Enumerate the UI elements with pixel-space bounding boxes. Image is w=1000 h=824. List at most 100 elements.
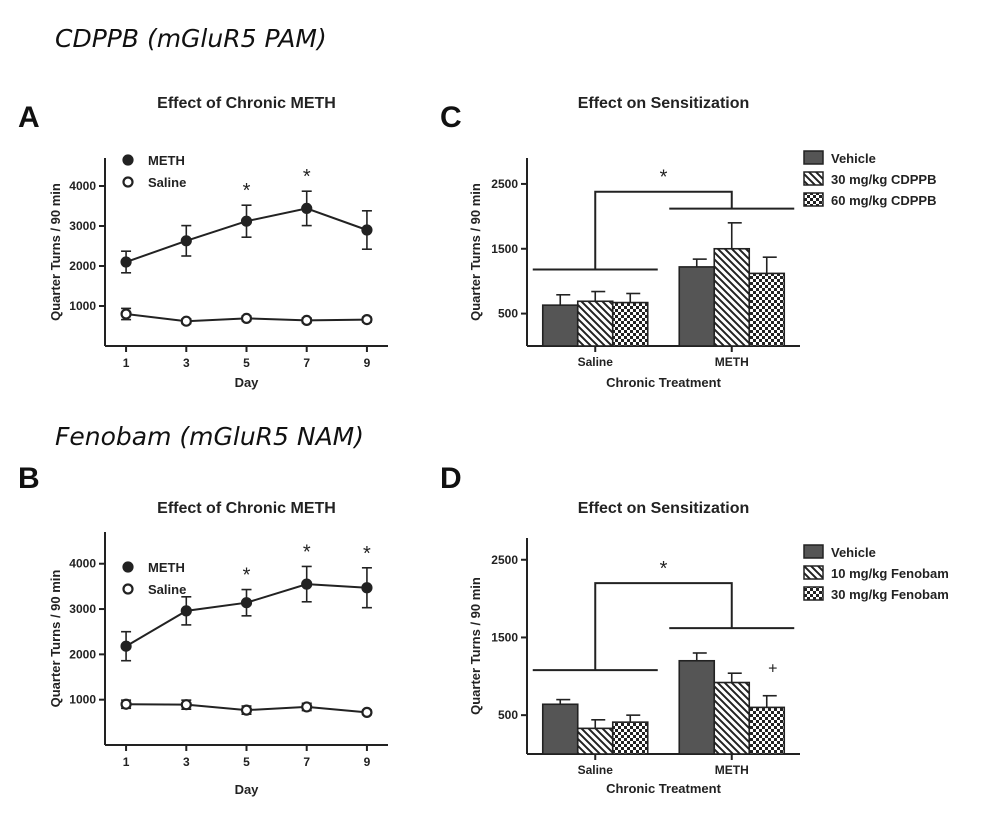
data-point bbox=[301, 578, 313, 590]
data-point bbox=[301, 701, 313, 713]
y-tick-label: 1500 bbox=[491, 630, 518, 644]
y-tick-label: 2500 bbox=[491, 553, 518, 567]
y-tick-label: 500 bbox=[498, 307, 518, 321]
chart-title: Effect on Sensitization bbox=[578, 95, 750, 112]
x-tick-label: 3 bbox=[183, 356, 190, 370]
data-point bbox=[120, 256, 132, 268]
legend-swatch bbox=[803, 586, 824, 601]
y-axis-label: Quarter Turns / 90 min bbox=[48, 183, 63, 321]
panel-letter-a: A bbox=[18, 101, 40, 134]
chart-b: 1000 2000 3000 4000 Effect of Chronic METH Da… bbox=[48, 500, 388, 797]
legend-label: 10 mg/kg Fenobam bbox=[831, 566, 949, 581]
legend-swatch bbox=[803, 544, 824, 559]
x-axis-label: Day bbox=[235, 375, 260, 390]
data-point bbox=[361, 224, 373, 236]
legend-marker bbox=[122, 154, 134, 166]
significance-plus: + bbox=[768, 661, 777, 678]
legend-swatch bbox=[803, 150, 824, 165]
legend-label: 30 mg/kg CDPPB bbox=[831, 172, 936, 187]
legend-label: 60 mg/kg CDPPB bbox=[831, 193, 936, 208]
data-point bbox=[120, 308, 132, 320]
data-point bbox=[240, 312, 253, 324]
data-point bbox=[301, 202, 313, 214]
chart-title: Effect on Sensitization bbox=[578, 500, 750, 517]
comparison-bracket bbox=[594, 582, 733, 671]
data-point bbox=[180, 605, 192, 617]
x-axis-label: Day bbox=[235, 782, 260, 797]
x-tick-label: METH bbox=[715, 763, 749, 777]
data-point bbox=[240, 704, 253, 716]
chart-title: Effect of Chronic METH bbox=[157, 95, 336, 112]
legend-swatch bbox=[803, 192, 824, 207]
bar-check bbox=[611, 721, 649, 755]
significance-star: * bbox=[660, 167, 668, 189]
panel-letter-d: D bbox=[440, 462, 462, 495]
x-axis-label: Chronic Treatment bbox=[606, 781, 722, 796]
legend-marker bbox=[122, 583, 134, 595]
y-tick-label: 1000 bbox=[69, 693, 96, 707]
x-tick-label: 7 bbox=[303, 356, 310, 370]
data-point bbox=[180, 699, 192, 711]
y-tick-label: 4000 bbox=[69, 557, 96, 571]
y-tick-label: 2500 bbox=[491, 177, 518, 191]
y-tick-label: 3000 bbox=[69, 219, 96, 233]
legend-swatch bbox=[803, 171, 824, 186]
y-tick-label: 2000 bbox=[69, 647, 96, 661]
panel-letter-c: C bbox=[440, 101, 462, 134]
legend-label: Saline bbox=[148, 582, 186, 597]
x-tick-label: 1 bbox=[123, 356, 130, 370]
significance-star: * bbox=[660, 558, 668, 580]
section-title-cdppb: CDPPB (mGluR5 PAM) bbox=[55, 24, 327, 53]
x-tick-label: METH bbox=[715, 355, 749, 369]
legend-label: METH bbox=[148, 153, 185, 168]
significance-star: * bbox=[243, 180, 251, 202]
legend-label: 30 mg/kg Fenobam bbox=[831, 587, 949, 602]
chart-c: 500 1500 2500 Effect on Sensitization Chroni… bbox=[468, 95, 936, 390]
x-tick-label: 5 bbox=[243, 356, 250, 370]
y-tick-label: 1000 bbox=[69, 299, 96, 313]
y-axis-label: Quarter Turns / 90 min bbox=[48, 570, 63, 708]
bar-hatch bbox=[576, 300, 614, 347]
bar-hatch bbox=[713, 247, 751, 347]
y-tick-label: 4000 bbox=[69, 179, 96, 193]
bar-solid bbox=[541, 304, 579, 347]
data-point bbox=[120, 698, 132, 710]
y-tick-label: 1500 bbox=[491, 242, 518, 256]
data-point bbox=[301, 314, 313, 326]
legend-label: Vehicle bbox=[831, 151, 876, 166]
legend-label: Saline bbox=[148, 175, 186, 190]
data-point bbox=[240, 215, 253, 227]
legend-swatch bbox=[803, 565, 824, 580]
y-tick-label: 3000 bbox=[69, 602, 96, 616]
comparison-bracket bbox=[594, 190, 733, 270]
significance-star: * bbox=[303, 166, 311, 188]
legend-marker bbox=[122, 176, 134, 188]
bar-check bbox=[748, 272, 786, 347]
bar-check bbox=[611, 301, 649, 347]
x-tick-label: 7 bbox=[303, 755, 310, 769]
bar-solid bbox=[678, 659, 716, 755]
data-point bbox=[180, 235, 192, 247]
significance-star: * bbox=[243, 565, 251, 587]
bar-solid bbox=[541, 703, 579, 755]
data-point bbox=[180, 315, 192, 327]
y-axis-label: Quarter Turns / 90 min bbox=[468, 577, 483, 715]
data-point bbox=[120, 640, 132, 652]
significance-star: * bbox=[363, 543, 371, 565]
panel-letter-b: B bbox=[18, 462, 40, 495]
x-tick-label: 9 bbox=[364, 356, 371, 370]
legend-label: METH bbox=[148, 560, 185, 575]
bar-check bbox=[748, 706, 786, 755]
chart-a: 1000 2000 3000 4000 Effect of Chronic METH Da… bbox=[48, 95, 388, 390]
significance-star: * bbox=[303, 541, 311, 563]
data-point bbox=[361, 706, 373, 718]
x-tick-label: 1 bbox=[123, 755, 130, 769]
y-tick-label: 500 bbox=[498, 708, 518, 722]
x-tick-label: 9 bbox=[364, 755, 371, 769]
legend-label: Vehicle bbox=[831, 545, 876, 560]
data-point bbox=[361, 314, 373, 326]
data-point bbox=[361, 582, 373, 594]
bar-hatch bbox=[576, 727, 614, 755]
y-tick-label: 2000 bbox=[69, 259, 96, 273]
